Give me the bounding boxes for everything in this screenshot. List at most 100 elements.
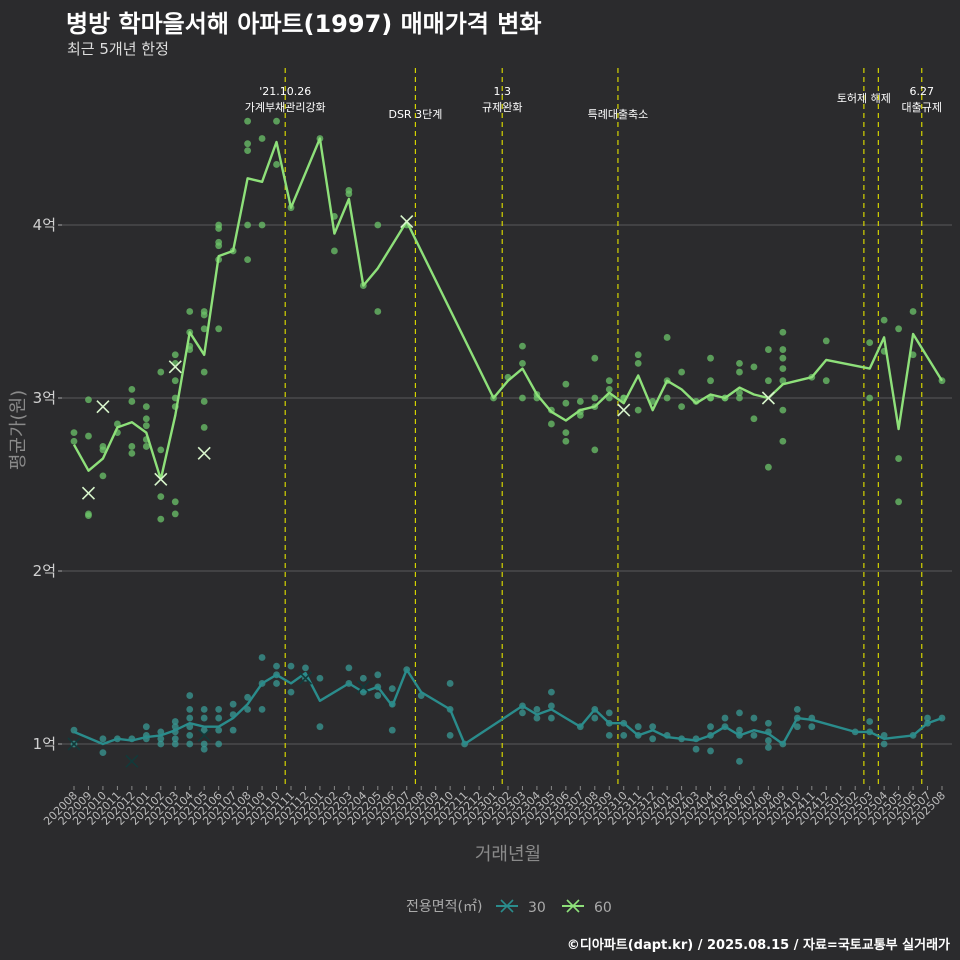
data-point-60 — [331, 247, 338, 255]
x-marker-60 — [197, 446, 211, 460]
data-point-60 — [70, 437, 78, 445]
data-point-60 — [171, 351, 179, 359]
data-point-60 — [142, 403, 150, 411]
data-point-60 — [765, 377, 772, 385]
data-point-30 — [736, 726, 743, 734]
data-point-60 — [345, 190, 353, 198]
data-point-30 — [533, 714, 541, 722]
data-point-30 — [605, 709, 613, 717]
data-point-30 — [924, 714, 931, 722]
data-point-60 — [750, 363, 758, 371]
data-point-30 — [736, 757, 743, 765]
data-point-30 — [707, 723, 714, 731]
data-point-30 — [880, 740, 888, 748]
data-point-30 — [765, 744, 772, 751]
data-point-30 — [186, 706, 194, 713]
data-point-60 — [866, 339, 874, 347]
data-point-60 — [128, 385, 136, 393]
data-point-30 — [866, 718, 874, 725]
data-point-60 — [750, 415, 758, 423]
data-point-30 — [316, 723, 324, 731]
data-point-60 — [519, 394, 526, 402]
data-point-60 — [128, 449, 136, 457]
data-point-60 — [99, 472, 107, 480]
data-point-60 — [779, 437, 787, 445]
data-point-60 — [128, 443, 136, 450]
data-point-60 — [258, 135, 266, 142]
data-point-30 — [99, 735, 107, 743]
data-point-60 — [634, 406, 642, 414]
event-label: 특례대출축소 — [588, 108, 649, 121]
x-marker-60 — [168, 360, 182, 374]
legend-swatch-marker-30 — [500, 899, 514, 913]
data-point-60 — [591, 446, 599, 454]
data-point-60 — [85, 510, 92, 518]
data-point-30 — [171, 718, 179, 725]
data-point-60 — [707, 354, 714, 362]
data-point-60 — [605, 394, 613, 402]
data-point-60 — [736, 368, 743, 376]
data-point-60 — [663, 394, 671, 402]
data-point-30 — [750, 714, 758, 722]
data-point-60 — [200, 311, 208, 319]
data-point-60 — [678, 368, 685, 376]
data-point-60 — [779, 377, 787, 385]
data-point-60 — [157, 493, 165, 501]
data-point-30 — [750, 731, 758, 739]
data-point-30 — [215, 714, 223, 722]
data-point-60 — [576, 398, 584, 405]
data-point-30 — [215, 706, 223, 713]
data-point-60 — [779, 354, 787, 362]
data-point-30 — [793, 706, 801, 713]
data-point-60 — [171, 510, 179, 518]
data-point-60 — [605, 377, 613, 385]
data-point-30 — [374, 692, 382, 699]
data-point-60 — [186, 308, 194, 315]
data-point-60 — [736, 389, 743, 397]
data-point-60 — [779, 406, 787, 414]
data-point-60 — [866, 394, 874, 402]
x-marker-30 — [125, 754, 139, 768]
data-point-30 — [273, 680, 280, 687]
data-point-60 — [258, 221, 266, 229]
data-point-60 — [562, 380, 570, 388]
x-marker-60 — [761, 391, 775, 405]
data-point-60 — [244, 147, 252, 155]
data-point-60 — [244, 117, 252, 125]
data-point-60 — [519, 342, 526, 350]
data-point-60 — [157, 446, 165, 454]
chart-title: 병방 학마을서해 아파트(1997) 매매가격 변화 — [66, 10, 542, 38]
data-point-60 — [244, 140, 252, 148]
data-point-60 — [548, 420, 555, 428]
data-point-30 — [258, 654, 266, 661]
data-point-30 — [591, 714, 599, 722]
data-point-60 — [765, 346, 772, 353]
data-point-30 — [171, 740, 179, 748]
data-point-30 — [200, 726, 208, 734]
data-point-60 — [374, 308, 382, 315]
data-point-60 — [765, 463, 772, 471]
x-marker-30 — [298, 671, 313, 685]
data-point-60 — [200, 398, 208, 405]
data-point-60 — [157, 515, 165, 523]
data-point-30 — [229, 700, 237, 708]
data-point-30 — [316, 674, 324, 682]
data-point-30 — [548, 702, 555, 710]
data-point-60 — [736, 394, 743, 402]
x-marker-60 — [400, 214, 414, 229]
data-point-60 — [895, 498, 902, 506]
data-point-60 — [142, 422, 150, 430]
data-point-60 — [215, 225, 223, 232]
data-point-30 — [793, 723, 801, 731]
x-axis-ticks: 2020082020092020102020112020122021012021… — [41, 786, 948, 828]
legend-entry-30: 30 — [528, 900, 546, 916]
data-point-30 — [359, 674, 367, 682]
x-marker-60 — [617, 403, 631, 417]
data-point-30 — [620, 731, 628, 739]
data-point-60 — [157, 368, 165, 376]
x-marker-30 — [356, 680, 370, 694]
data-point-60 — [519, 360, 526, 367]
data-point-60 — [85, 432, 92, 440]
data-point-60 — [244, 256, 252, 263]
data-point-60 — [200, 368, 208, 376]
